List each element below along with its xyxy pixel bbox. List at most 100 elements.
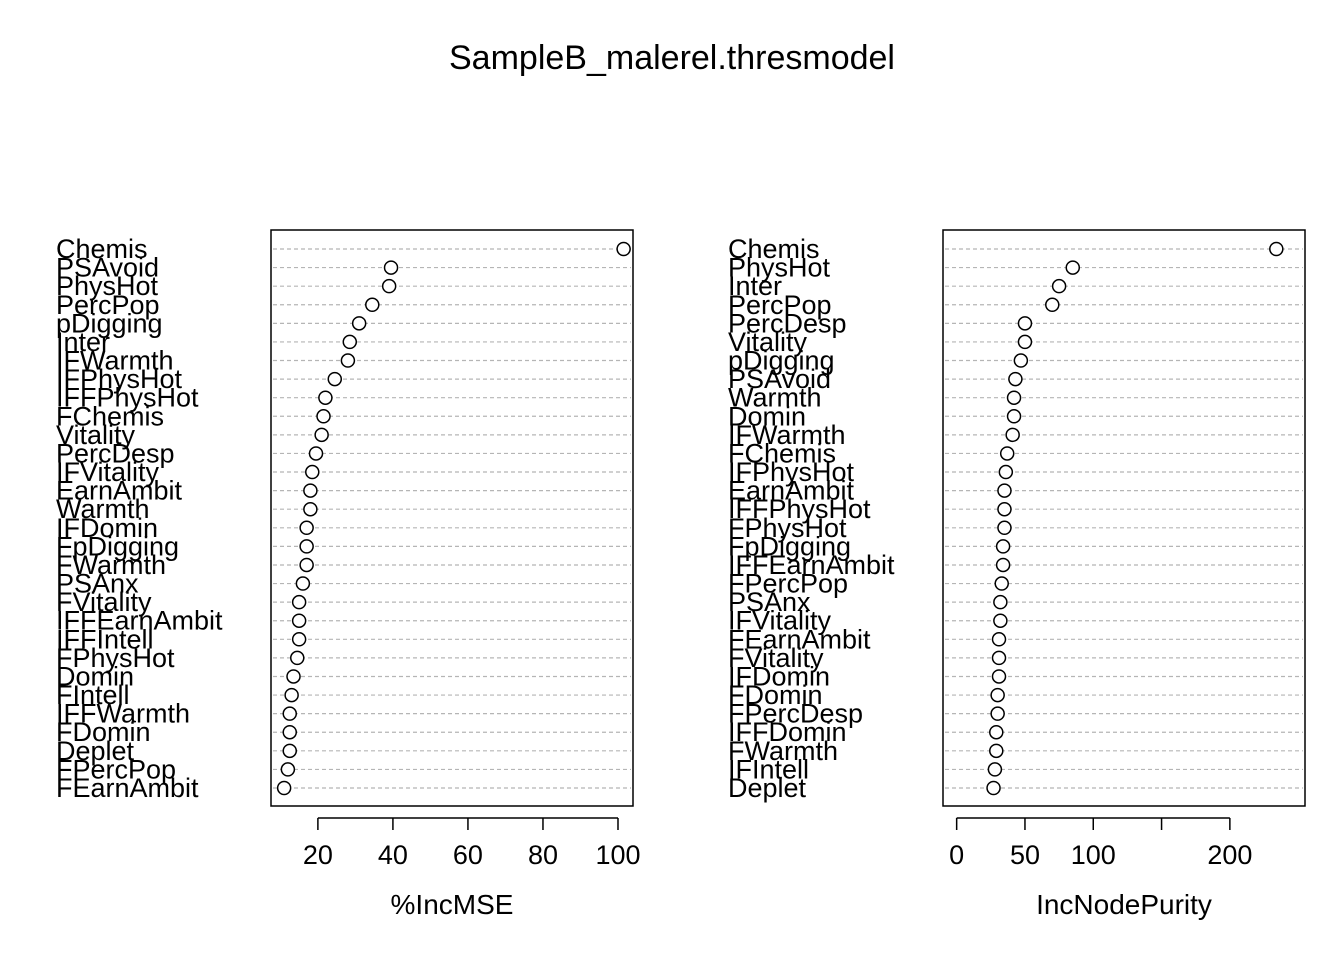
variable-label: FIntell <box>56 680 130 710</box>
data-point <box>987 762 1003 777</box>
x-tick-label: 80 <box>528 840 558 870</box>
variable-label: Inter <box>728 271 782 301</box>
chart-title: SampleB_malerel.thresmodel <box>449 39 895 77</box>
variable-label: Chemis <box>56 234 148 264</box>
data-point <box>280 762 296 777</box>
x-axis-title: IncNodePurity <box>1036 889 1212 920</box>
variable-label: PhysHot <box>56 271 159 301</box>
data-point <box>365 297 380 313</box>
variable-label: FWarmth <box>56 550 166 580</box>
data-point <box>1017 316 1033 331</box>
data-point <box>999 446 1015 461</box>
variable-label: Warmth <box>56 494 150 524</box>
data-point <box>305 464 320 480</box>
data-point <box>282 724 298 740</box>
variable-label: IFDomin <box>56 513 158 543</box>
variable-label: IFFDomin <box>728 717 847 747</box>
variable-label: Chemis <box>728 234 820 264</box>
x-axis-title: %IncMSE <box>391 889 514 920</box>
data-point <box>276 780 292 796</box>
variable-label: Domin <box>56 661 134 691</box>
data-point <box>616 241 631 257</box>
data-point <box>299 557 314 573</box>
data-point <box>989 724 1004 740</box>
data-point <box>351 316 367 331</box>
inc-node-purity-panel: ChemisPhysHotInterPercPopPercDespVitalit… <box>728 229 1306 920</box>
data-point <box>290 650 305 666</box>
variable-label: PSAnx <box>56 569 139 599</box>
data-point <box>991 632 1007 647</box>
x-tick-label: 40 <box>378 840 408 870</box>
data-point <box>1065 260 1081 275</box>
data-point <box>1013 353 1029 368</box>
variable-label: Warmth <box>728 383 822 413</box>
data-point <box>299 539 314 554</box>
data-point <box>291 613 307 628</box>
data-point <box>316 409 331 424</box>
data-point <box>291 594 307 610</box>
data-point <box>303 501 318 517</box>
data-point <box>308 446 324 461</box>
data-point <box>990 706 1005 721</box>
variable-label: PSAvoid <box>728 364 831 394</box>
variable-label: EarnAmbit <box>56 476 183 506</box>
variable-label: FPhysHot <box>728 513 847 543</box>
variable-label: Vitality <box>56 420 136 450</box>
variable-label: PSAnx <box>728 587 811 617</box>
data-point <box>295 576 311 591</box>
variable-label: Inter <box>56 327 110 357</box>
data-point <box>383 260 399 275</box>
variable-label: PSAvoid <box>56 253 159 283</box>
data-point <box>381 278 397 294</box>
variable-label: FDomin <box>728 680 823 710</box>
data-point <box>1008 371 1023 387</box>
variable-label: FPercPop <box>56 754 176 784</box>
variable-label: pDigging <box>56 308 163 338</box>
variable-label: FChemis <box>56 401 164 431</box>
variable-label: PhysHot <box>728 253 831 283</box>
variable-label: IFVitality <box>56 457 160 487</box>
x-tick-label: 100 <box>595 840 640 870</box>
variable-label: IFPhysHot <box>728 457 855 487</box>
data-point <box>990 687 1005 703</box>
plot-frame <box>942 229 1306 807</box>
data-point <box>303 483 318 498</box>
data-point <box>1269 241 1284 257</box>
data-point <box>994 576 1009 591</box>
variable-label: FDomin <box>56 717 151 747</box>
data-point <box>342 334 358 350</box>
variable-label: FPercPop <box>728 569 848 599</box>
data-point <box>998 464 1014 480</box>
variable-label: Vitality <box>728 327 808 357</box>
data-point <box>286 669 301 684</box>
variable-label: PercDesp <box>728 308 847 338</box>
data-point <box>997 520 1012 536</box>
variable-label: FWarmth <box>728 736 838 766</box>
variable-label: FVitality <box>56 587 152 617</box>
variable-label: Domin <box>728 401 806 431</box>
variable-label: IFWarmth <box>56 346 174 376</box>
data-point <box>291 632 307 647</box>
variable-label: Deplet <box>728 773 807 803</box>
data-point <box>995 557 1011 573</box>
data-point <box>991 650 1007 666</box>
variable-label: PercPop <box>728 290 832 320</box>
variable-label: IFFWarmth <box>56 699 190 729</box>
data-point <box>993 613 1008 628</box>
variable-label: FpDigging <box>728 531 851 561</box>
data-point <box>340 353 356 368</box>
data-point <box>284 687 299 703</box>
variable-label: FEarnAmbit <box>728 624 871 654</box>
variable-label: IFVitality <box>728 606 832 636</box>
data-point <box>989 743 1004 759</box>
inc-mse-panel: ChemisPSAvoidPhysHotPercPoppDiggingInter… <box>56 229 641 920</box>
variable-label: pDigging <box>728 346 835 376</box>
data-point <box>1045 297 1060 313</box>
data-point <box>997 483 1012 498</box>
variable-label: FPercDesp <box>728 699 863 729</box>
x-tick-label: 200 <box>1207 840 1252 870</box>
variable-label: PercPop <box>56 290 160 320</box>
data-point <box>318 390 333 405</box>
variable-label: IFFPhysHot <box>56 383 199 413</box>
